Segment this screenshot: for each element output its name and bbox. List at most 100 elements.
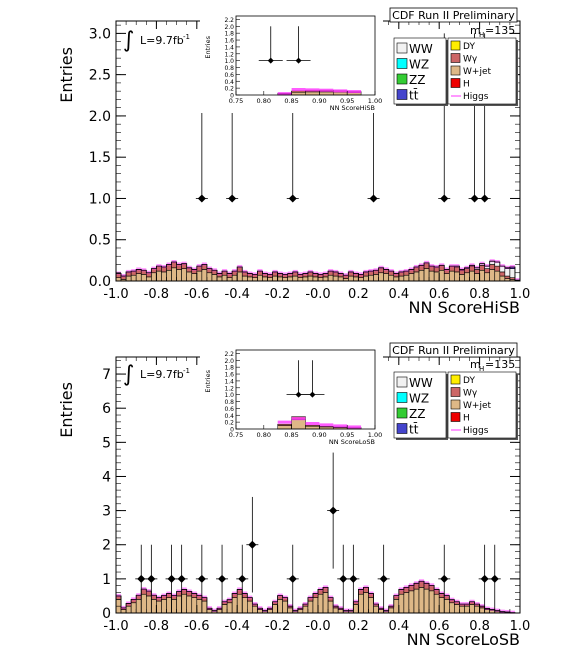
- x-tick-label: -0.6: [184, 619, 209, 634]
- systematic-band: [419, 579, 425, 583]
- legend-label-wz: WZ: [409, 392, 429, 406]
- systematic-band: [398, 587, 404, 591]
- hist-bar-wjet: [140, 274, 147, 282]
- data-point: [228, 194, 237, 203]
- x-tick-label: -0.2: [265, 287, 290, 302]
- hist-bar-wgamma: [494, 265, 501, 272]
- hist-bar-wjet: [428, 590, 435, 614]
- systematic-band: [206, 266, 212, 270]
- x-tick-label: 0.6: [429, 619, 450, 634]
- data-point: [440, 574, 449, 583]
- hist-bar-wjet: [312, 276, 319, 282]
- hist-bar-wjet: [247, 276, 253, 282]
- systematic-band: [136, 593, 142, 597]
- systematic-band: [408, 267, 414, 271]
- hist-bar-wjet: [297, 609, 304, 614]
- systematic-band: [292, 608, 298, 612]
- hist-bar-wjet: [130, 274, 137, 282]
- systematic-band: [413, 264, 419, 268]
- hist-bar-wjet: [302, 276, 309, 282]
- x-tick-label: 0.6: [429, 287, 450, 302]
- systematic-band: [449, 597, 455, 601]
- hist-bar-wjet: [216, 609, 223, 614]
- x-tick-label: 0.4: [388, 287, 409, 302]
- systematic-band: [242, 591, 248, 595]
- inset-data-point: [309, 391, 316, 398]
- inset-y-tick-label: 2.2: [224, 17, 234, 24]
- y-tick-label: 6: [102, 401, 111, 417]
- hist-bar-wjet: [378, 609, 384, 614]
- hist-bar-wjet: [186, 271, 193, 282]
- systematic-band: [247, 271, 253, 275]
- hist-bar-wjet: [398, 593, 405, 614]
- systematic-band: [186, 589, 192, 593]
- hist-bar-wjet: [474, 605, 480, 614]
- systematic-band: [121, 605, 127, 609]
- legend-label-h: H: [463, 414, 470, 424]
- hist-bar-wjet: [443, 599, 450, 614]
- systematic-band: [297, 272, 303, 276]
- inset-band: [305, 88, 320, 92]
- systematic-band: [206, 606, 212, 610]
- inset-y-tick-label: 0.4: [224, 79, 234, 86]
- systematic-band: [307, 269, 313, 273]
- inset-y-tick-label: 0: [230, 427, 234, 434]
- hist-bar-wjet: [221, 604, 228, 614]
- data-point: [470, 194, 479, 203]
- hist-bar-wjet: [120, 609, 127, 614]
- mass-value: =135: [485, 358, 515, 371]
- systematic-band: [166, 262, 172, 266]
- hist-bar-wjet: [332, 607, 339, 614]
- hist-bar-wjet: [413, 588, 420, 614]
- hist-bar-wjet: [221, 274, 228, 282]
- hist-bar-wjet: [494, 270, 501, 282]
- legend-label-higgs: Higgs: [463, 426, 489, 436]
- inset-band: [291, 88, 306, 92]
- systematic-band: [272, 269, 278, 273]
- systematic-band: [368, 269, 374, 273]
- inset-hist-bar-wjet: [291, 419, 306, 430]
- systematic-band: [479, 261, 485, 265]
- inset-band: [319, 423, 334, 427]
- hist-bar-wjet: [181, 268, 187, 282]
- inset-x-tick-label: 0.80: [257, 431, 271, 439]
- hist-bar-wjet: [469, 270, 475, 282]
- hist-bar-wjet: [464, 605, 470, 614]
- inset-y-tick-label: 1.2: [224, 51, 234, 58]
- inset-y-tick-label: 0.2: [224, 420, 234, 427]
- inset-band: [319, 88, 334, 92]
- integral-symbol: ∫: [123, 28, 134, 53]
- hist-bar-wjet: [241, 597, 248, 614]
- hist-bar-wjet: [201, 600, 208, 614]
- inset-band: [333, 424, 348, 428]
- systematic-band: [514, 278, 520, 282]
- inset-band: [305, 422, 320, 426]
- systematic-band: [469, 263, 475, 267]
- hist-bar-wjet: [257, 274, 263, 282]
- systematic-band: [121, 274, 127, 278]
- systematic-band: [429, 583, 435, 587]
- systematic-band: [444, 267, 450, 271]
- systematic-band: [237, 264, 243, 268]
- hist-bar-wjet: [181, 593, 187, 614]
- systematic-band: [343, 608, 349, 612]
- inset-y-tick-label: 1.6: [224, 38, 234, 45]
- hist-bar-wjet: [373, 605, 379, 614]
- y-tick-label: 1.5: [89, 150, 111, 166]
- inset-band: [333, 89, 348, 93]
- systematic-band: [166, 591, 172, 595]
- hist-bar-wgamma: [504, 275, 511, 279]
- inset-y-tick-label: 1.4: [224, 378, 234, 385]
- hist-bar-wjet: [322, 592, 329, 614]
- legend-swatch-wz: [396, 392, 408, 403]
- y-tick-label: 0: [102, 606, 111, 622]
- systematic-band: [378, 606, 384, 610]
- hist-bar-wjet: [252, 605, 258, 614]
- legend-label-ww: WW: [409, 42, 433, 56]
- systematic-band: [408, 583, 414, 587]
- hist-bar-wjet: [206, 272, 213, 282]
- systematic-band: [323, 271, 329, 275]
- systematic-band: [146, 589, 152, 593]
- systematic-band: [181, 261, 187, 265]
- hist-bar-wjet: [398, 275, 405, 282]
